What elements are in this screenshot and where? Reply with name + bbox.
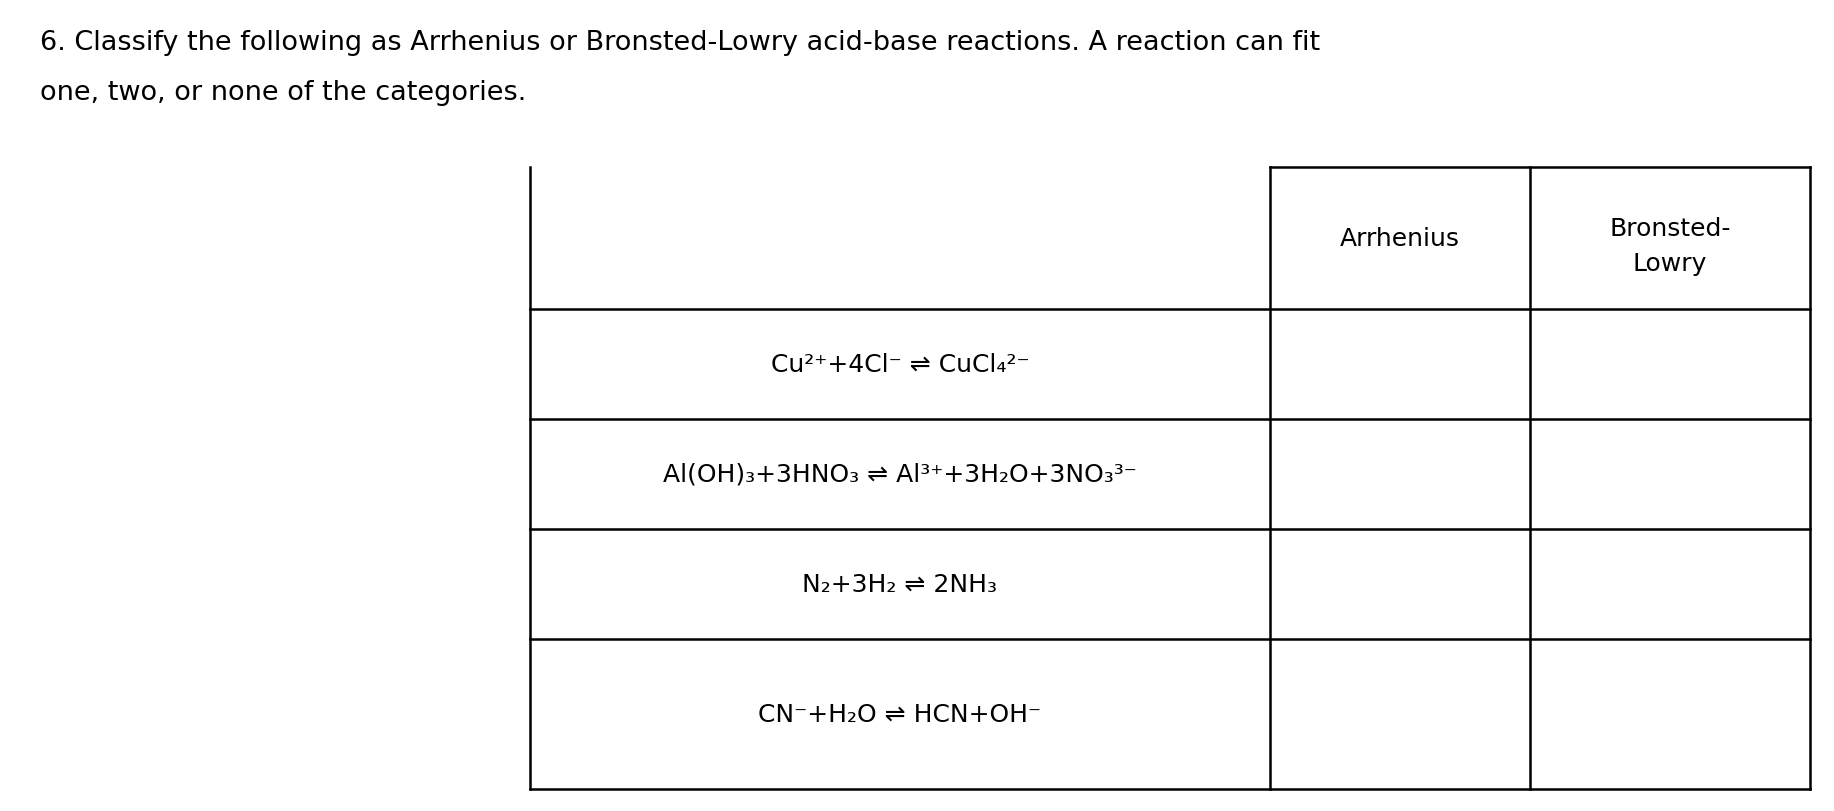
Text: Arrhenius: Arrhenius [1341,227,1460,251]
Text: Bronsted-: Bronsted- [1608,217,1731,241]
Text: 6. Classify the following as Arrhenius or Bronsted-Lowry acid-base reactions. A : 6. Classify the following as Arrhenius o… [40,30,1320,56]
Text: CN⁻+H₂O ⇌ HCN+OH⁻: CN⁻+H₂O ⇌ HCN+OH⁻ [759,702,1042,726]
Text: Cu²⁺+4Cl⁻ ⇌ CuCl₄²⁻: Cu²⁺+4Cl⁻ ⇌ CuCl₄²⁻ [770,353,1029,376]
Text: Al(OH)₃+3HNO₃ ⇌ Al³⁺+3H₂O+3NO₃³⁻: Al(OH)₃+3HNO₃ ⇌ Al³⁺+3H₂O+3NO₃³⁻ [664,462,1137,487]
Text: one, two, or none of the categories.: one, two, or none of the categories. [40,80,526,106]
Text: Lowry: Lowry [1632,251,1707,276]
Text: N₂+3H₂ ⇌ 2NH₃: N₂+3H₂ ⇌ 2NH₃ [803,573,998,596]
